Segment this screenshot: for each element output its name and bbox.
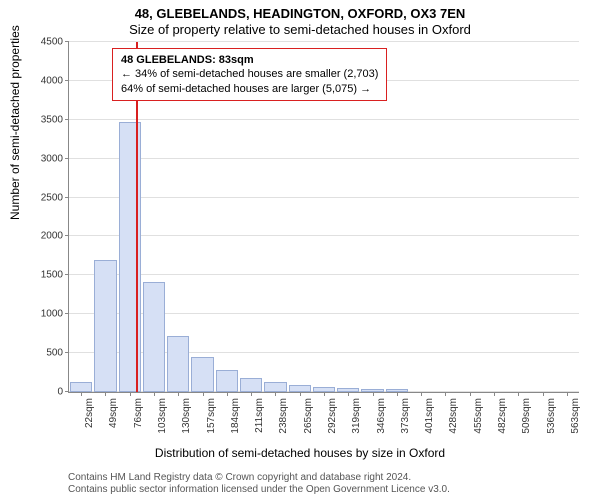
xtick-label: 22sqm (84, 398, 95, 428)
xtick-mark (105, 392, 106, 396)
ytick-mark (65, 274, 69, 275)
xtick-label: 292sqm (327, 398, 338, 434)
histogram-bar (167, 336, 189, 392)
ytick-mark (65, 313, 69, 314)
legend-title: 48 GLEBELANDS: 83sqm (121, 53, 378, 67)
xtick-label: 103sqm (157, 398, 168, 434)
histogram-bar (264, 382, 286, 392)
legend-line-larger: 64% of semi-detached houses are larger (… (121, 82, 378, 96)
xtick-mark (373, 392, 374, 396)
chart-container: 48, GLEBELANDS, HEADINGTON, OXFORD, OX3 … (0, 0, 600, 500)
ytick-label: 3000 (41, 153, 69, 164)
xtick-label: 130sqm (181, 398, 192, 434)
y-axis-label: Number of semi-detached properties (8, 25, 22, 220)
gridline-h (69, 274, 579, 275)
xtick-mark (518, 392, 519, 396)
chart-title-line1: 48, GLEBELANDS, HEADINGTON, OXFORD, OX3 … (0, 6, 600, 21)
xtick-mark (445, 392, 446, 396)
ytick-label: 1000 (41, 309, 69, 320)
xtick-label: 563sqm (570, 398, 581, 434)
xtick-label: 401sqm (424, 398, 435, 434)
xtick-mark (130, 392, 131, 396)
xtick-label: 238sqm (278, 398, 289, 434)
ytick-label: 3500 (41, 114, 69, 125)
xtick-label: 455sqm (473, 398, 484, 434)
xtick-mark (567, 392, 568, 396)
histogram-bar (216, 370, 238, 392)
xtick-mark (470, 392, 471, 396)
xtick-label: 482sqm (497, 398, 508, 434)
ytick-mark (65, 119, 69, 120)
xtick-label: 428sqm (448, 398, 459, 434)
xtick-label: 346sqm (376, 398, 387, 434)
xtick-mark (300, 392, 301, 396)
legend-line-smaller: ← 34% of semi-detached houses are smalle… (121, 67, 378, 81)
chart-title-line2: Size of property relative to semi-detach… (0, 22, 600, 37)
gridline-h (69, 41, 579, 42)
xtick-mark (397, 392, 398, 396)
histogram-bar (70, 382, 92, 392)
xtick-mark (154, 392, 155, 396)
xtick-mark (275, 392, 276, 396)
xtick-mark (324, 392, 325, 396)
ytick-label: 1500 (41, 270, 69, 281)
ytick-label: 500 (46, 348, 69, 359)
ytick-mark (65, 80, 69, 81)
ytick-mark (65, 235, 69, 236)
ytick-mark (65, 41, 69, 42)
xtick-mark (227, 392, 228, 396)
ytick-mark (65, 197, 69, 198)
gridline-h (69, 158, 579, 159)
histogram-bar (289, 385, 311, 392)
ytick-mark (65, 158, 69, 159)
xtick-mark (348, 392, 349, 396)
xtick-mark (203, 392, 204, 396)
ytick-mark (65, 391, 69, 392)
xtick-label: 211sqm (254, 398, 265, 433)
xtick-mark (81, 392, 82, 396)
xtick-mark (494, 392, 495, 396)
ytick-label: 0 (57, 387, 69, 398)
footer-line1: Contains HM Land Registry data © Crown c… (68, 472, 450, 484)
ytick-label: 2000 (41, 231, 69, 242)
xtick-label: 184sqm (230, 398, 241, 434)
gridline-h (69, 197, 579, 198)
xtick-label: 265sqm (303, 398, 314, 434)
histogram-bar (94, 260, 116, 392)
ytick-label: 4000 (41, 75, 69, 86)
x-axis-label: Distribution of semi-detached houses by … (0, 446, 600, 460)
xtick-label: 157sqm (206, 398, 217, 434)
footer-line2: Contains public sector information licen… (68, 484, 450, 496)
histogram-bar (143, 282, 165, 392)
ytick-label: 4500 (41, 37, 69, 48)
ytick-mark (65, 352, 69, 353)
xtick-label: 76sqm (133, 398, 144, 428)
xtick-label: 49sqm (108, 398, 119, 428)
legend-box: 48 GLEBELANDS: 83sqm ← 34% of semi-detac… (112, 48, 387, 101)
histogram-bar (191, 357, 213, 392)
gridline-h (69, 235, 579, 236)
xtick-mark (178, 392, 179, 396)
xtick-mark (543, 392, 544, 396)
xtick-mark (251, 392, 252, 396)
xtick-label: 509sqm (521, 398, 532, 434)
ytick-label: 2500 (41, 192, 69, 203)
xtick-mark (421, 392, 422, 396)
xtick-label: 536sqm (546, 398, 557, 434)
xtick-label: 373sqm (400, 398, 411, 434)
xtick-label: 319sqm (351, 398, 362, 434)
footer-attribution: Contains HM Land Registry data © Crown c… (68, 472, 450, 496)
histogram-bar (240, 378, 262, 392)
gridline-h (69, 119, 579, 120)
